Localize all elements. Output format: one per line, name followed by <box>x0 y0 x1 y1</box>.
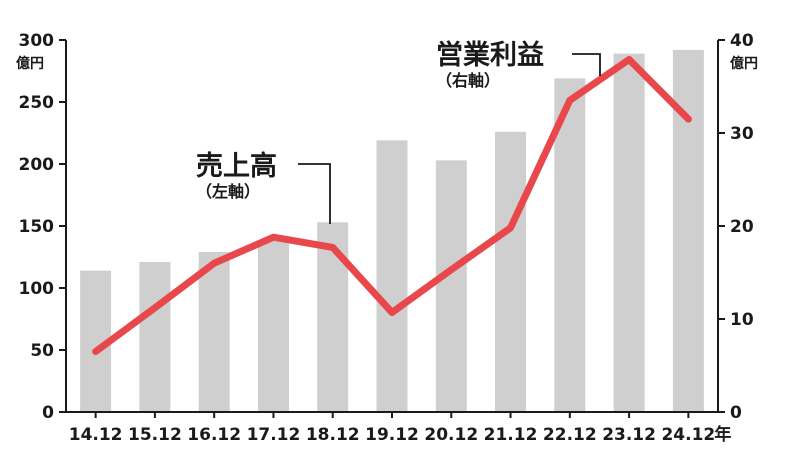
right-tick-label: 30 <box>730 124 754 144</box>
left-tick-label: 0 <box>42 403 54 423</box>
bar <box>376 140 408 412</box>
x-tick-label: 16.12 <box>187 425 241 445</box>
bar <box>139 262 171 412</box>
right-axis-unit: 億円 <box>730 55 758 72</box>
line-series <box>92 56 692 356</box>
right-tick-label: 40 <box>730 31 754 51</box>
line-series-label: 営業利益 <box>436 39 544 71</box>
line-point <box>450 269 452 271</box>
left-tick-label: 100 <box>19 279 55 299</box>
bar-series-leader-line <box>298 163 331 224</box>
bar <box>495 131 526 413</box>
bar <box>198 252 230 412</box>
right-tick-label: 20 <box>730 217 754 237</box>
line-series-leader-line <box>572 53 601 76</box>
x-tick-label: 21.12 <box>484 425 538 445</box>
left-tick-label: 50 <box>30 341 54 361</box>
left-tick-label: 200 <box>19 155 55 175</box>
bar-series-annotation: 売上高 （左軸） <box>196 150 331 224</box>
line-point <box>213 262 215 264</box>
left-tick-label: 150 <box>19 217 55 237</box>
line-point <box>628 59 630 60</box>
x-axis-suffix: 年 <box>714 424 731 445</box>
x-tick-label: 23.12 <box>602 425 656 445</box>
line-point <box>687 118 689 120</box>
line-point <box>569 99 571 101</box>
bar <box>613 53 645 412</box>
left-axis-ticks: 0 50 100 150 200 250 300 <box>19 31 66 423</box>
x-tick-label: 20.12 <box>424 425 478 445</box>
right-tick-label: 10 <box>730 310 754 330</box>
line-series-annotation: 営業利益 （右軸） <box>436 39 601 90</box>
left-tick-label: 300 <box>19 31 55 51</box>
line-series-axis-note: （右軸） <box>436 71 500 90</box>
bar <box>258 240 289 412</box>
bar-series-label: 売上高 <box>196 150 277 182</box>
line-point <box>391 312 393 313</box>
x-tick-label: 17.12 <box>247 425 301 445</box>
x-tick-label: 22.12 <box>543 425 597 445</box>
bar <box>554 78 586 413</box>
x-axis-ticks: 14.12 15.12 16.12 17.12 18.12 19.12 20.12 21.12… <box>69 412 731 445</box>
line-point <box>95 351 97 353</box>
bar <box>435 160 467 412</box>
x-tick-label: 18.12 <box>306 425 360 445</box>
x-tick-label: 14.12 <box>69 425 123 445</box>
line-point <box>510 227 511 229</box>
left-tick-label: 250 <box>19 93 55 113</box>
x-tick-label: 24.12 <box>661 425 715 445</box>
x-tick-label: 15.12 <box>128 425 182 445</box>
x-tick-label: 19.12 <box>365 425 419 445</box>
right-tick-label: 0 <box>730 403 742 423</box>
line-point <box>273 236 274 238</box>
line-point <box>154 307 156 309</box>
line-point <box>332 246 334 248</box>
left-axis-unit: 億円 <box>16 55 44 72</box>
right-axis-ticks: 0 10 20 30 40 <box>718 31 754 423</box>
bar-series <box>80 49 704 413</box>
bar-series-axis-note: （左軸） <box>196 182 260 201</box>
